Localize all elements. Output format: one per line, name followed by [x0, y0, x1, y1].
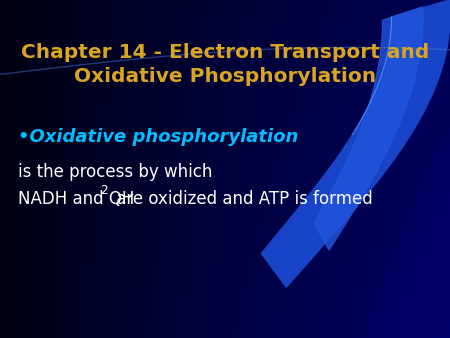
- Text: 2: 2: [100, 184, 108, 197]
- Text: •Oxidative phosphorylation: •Oxidative phosphorylation: [18, 128, 298, 146]
- Text: is the process by which: is the process by which: [18, 163, 212, 181]
- Text: are oxidized and ATP is formed: are oxidized and ATP is formed: [111, 190, 373, 208]
- Polygon shape: [261, 0, 450, 287]
- Text: Chapter 14 - Electron Transport and
Oxidative Phosphorylation: Chapter 14 - Electron Transport and Oxid…: [21, 43, 429, 86]
- Text: NADH and QH: NADH and QH: [18, 190, 135, 208]
- Polygon shape: [314, 7, 423, 250]
